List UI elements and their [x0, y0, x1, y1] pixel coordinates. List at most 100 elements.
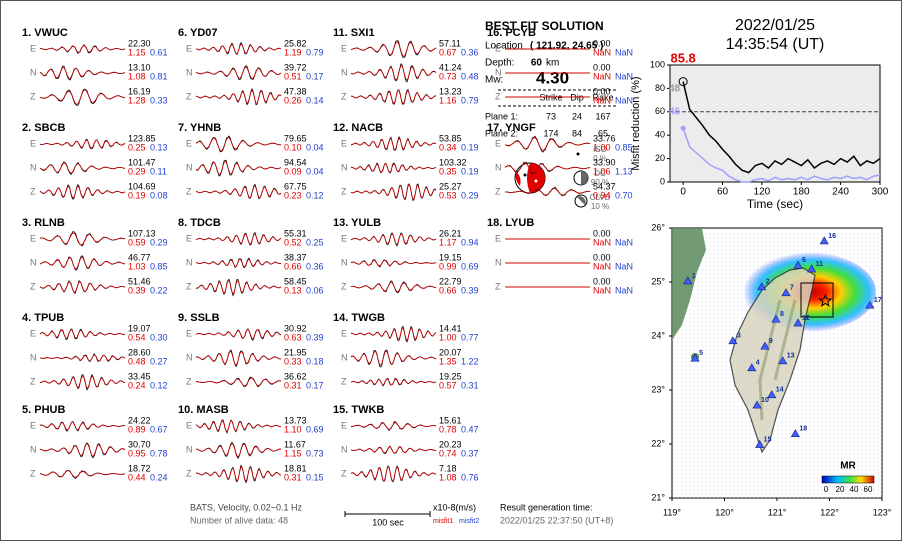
- trace-synthetic: [195, 43, 282, 55]
- misfit2: 0.69: [306, 424, 324, 434]
- trace-synthetic: [39, 328, 126, 339]
- component-label: Z: [30, 468, 36, 478]
- amplitude: 19.07: [128, 323, 151, 333]
- location: ( 121.92, 24.65 ): [530, 41, 603, 52]
- amplitude: 123.85: [128, 133, 156, 143]
- amplitude: 0.00: [593, 62, 611, 72]
- series-line: [682, 127, 881, 183]
- misfit1: 1.08: [128, 71, 146, 81]
- misfit2: 0.13: [150, 142, 168, 152]
- misfit1: 0.33: [284, 356, 302, 366]
- component-label: Z: [341, 376, 347, 386]
- amplitude: 26.21: [439, 228, 462, 238]
- component-label: Z: [30, 91, 36, 101]
- station-marker: [690, 353, 700, 362]
- component-label: E: [341, 328, 347, 338]
- misfit2: 0.19: [461, 166, 479, 176]
- component-label: N: [30, 352, 37, 362]
- station-name: 14. TWGB: [333, 312, 385, 324]
- misfit2: 0.81: [150, 71, 168, 81]
- component-label: E: [30, 420, 36, 430]
- amplitude: 107.13: [128, 228, 156, 238]
- x-tick-label: 0: [680, 187, 686, 198]
- cell: 65: [598, 128, 608, 138]
- amplitude: 18.81: [284, 463, 307, 473]
- station-label: 9: [769, 338, 773, 345]
- amplitude: 58.45: [284, 276, 307, 286]
- misfit1: 0.94: [593, 190, 611, 200]
- misfit1: 1.08: [439, 472, 457, 482]
- misfit2: 0.78: [150, 448, 168, 458]
- amplitude: 51.46: [128, 276, 151, 286]
- epicenter: [818, 293, 833, 307]
- component-label: N: [30, 444, 37, 454]
- y-tick-label: 80: [655, 83, 665, 93]
- map-x-tick-label: 121°: [768, 507, 787, 517]
- component-label: N: [186, 352, 193, 362]
- y-tick-label: 100: [650, 59, 665, 69]
- station-name: 2. SBCB: [22, 122, 65, 134]
- trace-synthetic: [504, 188, 591, 196]
- trace-synthetic: [195, 233, 282, 245]
- component-label: Z: [30, 186, 36, 196]
- misfit1: 1.28: [128, 95, 146, 105]
- trace-synthetic: [350, 466, 437, 482]
- station-marker: [793, 260, 803, 269]
- misfit2: 0.12: [150, 380, 168, 390]
- misfit2: 0.73: [306, 448, 324, 458]
- trace-synthetic: [39, 232, 126, 246]
- result-time: 2022/01/25 22:37:50 (UT+8): [500, 515, 613, 525]
- amplitude: 41.24: [439, 62, 462, 72]
- amplitude: 25.82: [284, 38, 307, 48]
- misfit2: 0.39: [306, 332, 324, 342]
- misfit1: 1.19: [284, 47, 302, 57]
- trace-synthetic: [195, 66, 282, 80]
- misfit2: 0.77: [461, 332, 479, 342]
- misfit1: NaN: [593, 261, 611, 271]
- amplitude: 47.38: [284, 86, 307, 96]
- dc-label: DC: [594, 169, 606, 178]
- amplitude: 11.67: [284, 439, 306, 449]
- station-name: 3. RLNB: [22, 217, 65, 229]
- station-marker: [728, 336, 738, 345]
- trace-synthetic: [39, 89, 126, 105]
- misfit1: 1.00: [439, 332, 457, 342]
- trace-synthetic: [504, 162, 591, 174]
- trace-synthetic: [39, 354, 126, 362]
- trace-synthetic: [195, 420, 282, 433]
- component-icons: [573, 152, 589, 208]
- component-label: Z: [341, 91, 347, 101]
- station-marker: [781, 288, 791, 297]
- amplitude: 20.23: [439, 439, 462, 449]
- station-label: 7: [790, 285, 794, 292]
- trace-synthetic: [195, 89, 282, 104]
- component-label: N: [30, 162, 37, 172]
- misfit2: 0.17: [306, 380, 324, 390]
- misfit1: 0.31: [284, 380, 302, 390]
- component-label: Z: [186, 91, 192, 101]
- row-label: Plane 2:: [485, 128, 518, 138]
- misfit2: NaN: [615, 71, 633, 81]
- map-y-tick-label: 25°: [651, 276, 665, 286]
- misfit1: 0.26: [284, 95, 302, 105]
- misfit2: 0.24: [150, 472, 168, 482]
- trace-synthetic: [350, 446, 436, 454]
- x-tick-label: 180: [793, 187, 810, 198]
- misfit2: 0.94: [461, 237, 479, 247]
- amplitude: 19.25: [439, 371, 462, 381]
- component-label: N: [495, 162, 502, 172]
- station-label: 4: [756, 360, 760, 367]
- station-marker: [755, 439, 765, 448]
- map-x-tick-label: 122°: [820, 507, 839, 517]
- amplitude: 25.27: [439, 181, 462, 191]
- scale-bar: [344, 511, 431, 517]
- annotation: 48: [669, 84, 681, 95]
- amplitude: 22.79: [439, 276, 462, 286]
- misfit1: NaN: [593, 285, 611, 295]
- misfit1: 0.66: [439, 285, 457, 295]
- component-label: E: [186, 43, 192, 53]
- station-label: 10: [761, 397, 769, 404]
- trace-synthetic: [195, 185, 282, 199]
- trace-synthetic: [39, 139, 126, 149]
- trace-synthetic: [196, 377, 282, 387]
